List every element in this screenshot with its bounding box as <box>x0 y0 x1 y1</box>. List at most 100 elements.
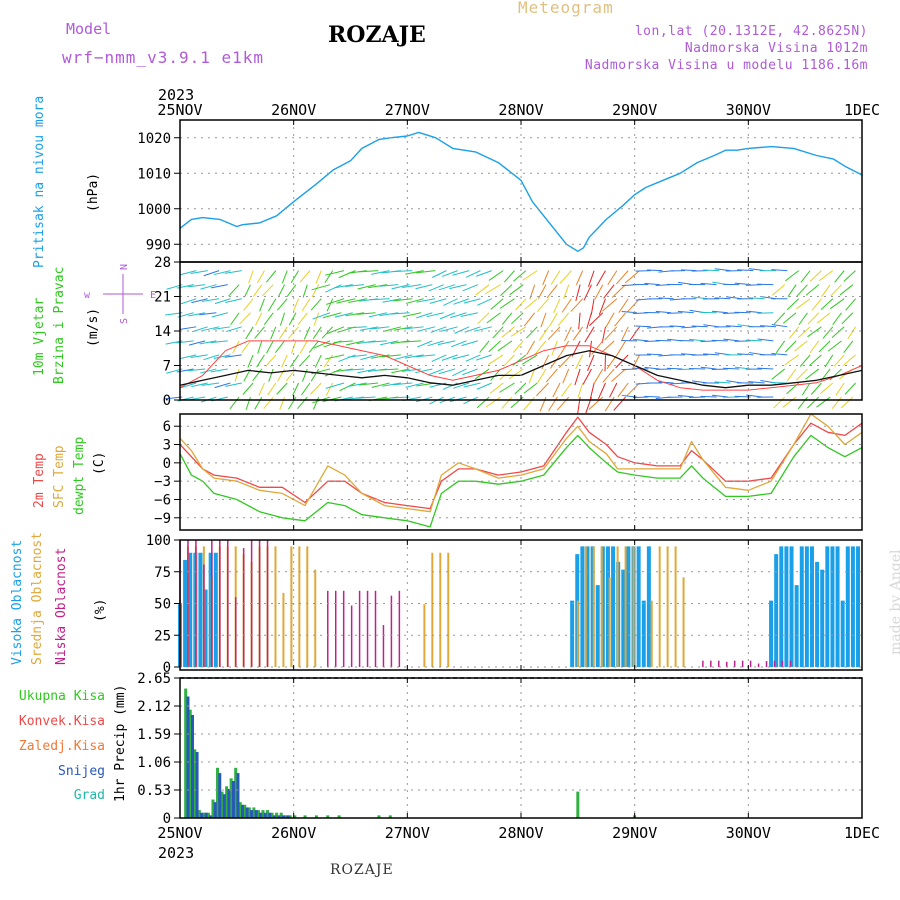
precip-total-bar <box>270 812 274 818</box>
wind-arrow <box>604 326 618 341</box>
wind-arrow <box>286 284 297 297</box>
wind-arrow <box>393 326 413 331</box>
precip-total-bar <box>266 810 270 818</box>
wind-arrow <box>508 368 524 380</box>
wind-arrow <box>589 312 604 326</box>
wind-arrow <box>488 270 504 281</box>
precip-total-bar <box>326 815 330 818</box>
wind-arrow <box>202 326 220 332</box>
precip-total-bar <box>252 807 256 818</box>
wind-arrow <box>526 340 536 356</box>
wind-arrow <box>477 312 490 325</box>
wind-arrow <box>832 312 842 325</box>
wind-arrow <box>324 354 345 360</box>
wind-arrow <box>667 367 683 370</box>
precip-snow-bar <box>281 815 285 818</box>
wind-arrow <box>831 396 842 410</box>
wind-arrow <box>499 298 515 309</box>
wind-arrow <box>225 298 242 303</box>
wind-arrow <box>347 326 367 329</box>
precip-snow-bar <box>231 781 235 818</box>
wind-arrow <box>522 270 538 281</box>
wind-arrow <box>359 326 379 331</box>
wind-arrow <box>563 284 570 300</box>
wind-arrow <box>771 368 786 380</box>
wind-arrow <box>338 354 356 363</box>
model-altitude-label: Nadmorska Visina u modelu 1186.16m <box>584 58 868 73</box>
wind-arrow <box>371 382 390 389</box>
wind-arrow <box>820 382 834 395</box>
precip-total-bar <box>234 767 238 818</box>
wind-arrow <box>578 312 581 330</box>
precip-total-bar <box>206 812 210 818</box>
wind-arrow <box>310 368 320 382</box>
wind-arrow <box>429 298 447 304</box>
precip-total-bar <box>284 815 288 818</box>
wind-arrow <box>558 354 572 368</box>
wind-arrow <box>415 354 436 358</box>
wind-arrow <box>179 354 197 360</box>
wind-arrow <box>564 326 572 342</box>
wind-arrow <box>402 368 422 372</box>
wind-arrow <box>324 270 334 284</box>
pressure-unit: (hPa) <box>86 173 101 212</box>
plots-layer <box>178 131 863 818</box>
temp-unit: (C) <box>92 452 107 475</box>
wind-arrow <box>460 312 478 317</box>
wind-arrow <box>370 326 390 330</box>
wind-arrow <box>368 284 387 289</box>
precip-snow-bar <box>236 773 240 818</box>
wind-arrow <box>392 270 413 273</box>
total-precip-label: Ukupna Kisa <box>19 689 105 704</box>
precip-snow-bar <box>259 812 263 818</box>
wind-arrow <box>281 354 288 368</box>
precip-total-bar <box>576 791 580 818</box>
wind-arrow <box>797 326 811 339</box>
wind-arrow <box>211 312 228 318</box>
wind-arrow <box>245 326 254 340</box>
wind-arrow <box>476 396 490 409</box>
wind-arrow <box>745 284 762 286</box>
wind-arrow <box>187 284 206 288</box>
wind-arrow <box>548 396 558 412</box>
precip-total-bar <box>188 709 192 818</box>
wind-arrow <box>230 312 240 326</box>
wind-arrow <box>315 270 322 284</box>
wind-axis-label: 10m Vjetar Brzina i Pravac (m/s) w E N S <box>32 264 156 384</box>
wind-arrow <box>465 270 481 278</box>
wind-arrow <box>501 396 513 409</box>
wind-arrow <box>773 396 786 409</box>
wind-arrow <box>681 269 697 272</box>
wind-arrow <box>344 368 365 371</box>
wind-arrow <box>655 310 672 314</box>
wind-arrow <box>808 354 822 367</box>
wind-arrow <box>277 368 286 382</box>
wind-arrow <box>276 382 288 395</box>
wind-arrow <box>477 298 493 306</box>
wind-arrow <box>748 381 765 384</box>
high-cloud-label: Visoka Oblacnost <box>10 540 25 665</box>
wind-arrow <box>510 326 527 337</box>
wind-arrow <box>203 270 220 277</box>
wind-arrow <box>348 382 367 387</box>
meteogram-label: Meteogram <box>518 0 614 17</box>
wind-arrow <box>452 382 470 389</box>
low-cloud-label: Niska Oblacnost <box>54 548 69 665</box>
wind-arrow <box>669 325 686 328</box>
wind-arrow <box>463 382 481 388</box>
model-name: wrf−nmm_v3.9.1 e1km <box>62 48 265 67</box>
wind-arrow <box>465 354 481 362</box>
wind-arrow <box>725 325 742 328</box>
wind-arrow <box>224 270 242 274</box>
wind-arrow <box>257 340 263 354</box>
wind-arrow <box>611 284 626 298</box>
precip-total-bar <box>243 804 247 818</box>
wind-arrow <box>607 270 618 286</box>
wind-arrow <box>816 312 831 324</box>
wind-arrow <box>548 312 558 327</box>
wind-arrow <box>334 284 353 289</box>
wind-arrow <box>263 396 274 410</box>
wind-arrow <box>244 284 251 298</box>
wind-arrow <box>462 368 478 376</box>
wind-arrow <box>757 338 774 342</box>
